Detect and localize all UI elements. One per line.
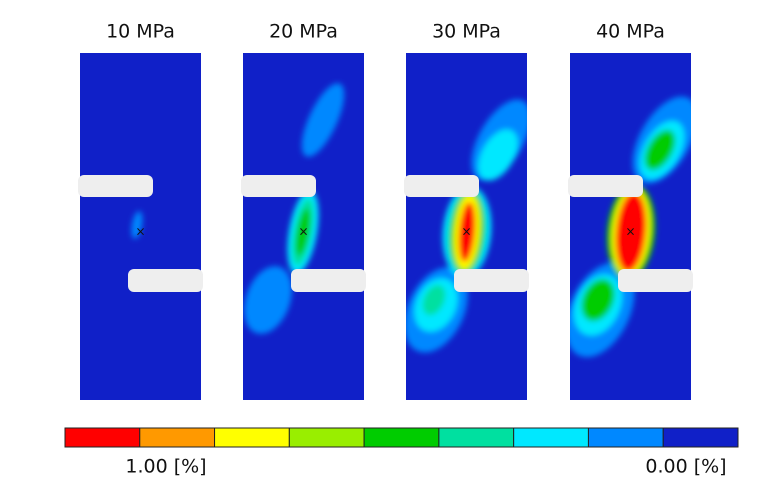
notch-bottom: [291, 269, 366, 292]
panel-title: 30 MPa: [432, 21, 501, 43]
strain-field: [131, 211, 143, 239]
colorbar-right-label: 0.00 [%]: [645, 456, 726, 478]
strain-field: [406, 99, 527, 353]
notch-top: [404, 175, 479, 197]
notch-bottom: [128, 269, 203, 292]
colorbar-segment: [139, 427, 216, 448]
colorbar-segment: [363, 427, 440, 448]
specimen-panel: 40 MPa ×: [568, 21, 693, 400]
colorbar-segment: [587, 427, 664, 448]
strain-blob: [458, 202, 476, 262]
specimen-panel: 10 MPa ×: [78, 21, 203, 400]
notch-top: [568, 175, 643, 197]
center-mark: ×: [461, 225, 471, 239]
strain-field: [570, 96, 691, 358]
notch-bottom: [454, 269, 529, 292]
specimen-panel: 20 MPa ×: [241, 21, 366, 400]
colorbar-segment: [288, 427, 365, 448]
strain-blob: [644, 130, 676, 170]
notch-bottom: [618, 269, 693, 292]
strain-blob: [478, 129, 518, 181]
colorbar-segment: [438, 427, 515, 448]
panel-title: 10 MPa: [106, 21, 175, 43]
notch-top: [241, 175, 316, 197]
strain-blob: [131, 211, 143, 239]
center-mark: ×: [298, 225, 308, 239]
strain-blob: [301, 83, 345, 157]
panel-title: 20 MPa: [269, 21, 338, 43]
colorbar-segment: [214, 427, 290, 448]
strain-blob: [295, 208, 311, 256]
colorbar-left-label: 1.00 [%]: [125, 456, 206, 478]
panel-title: 40 MPa: [596, 21, 665, 43]
strain-field: [244, 83, 345, 334]
colorbar-segment: [662, 427, 739, 448]
specimen-panel: 30 MPa ×: [404, 21, 529, 400]
colorbar-segment: [64, 427, 141, 448]
center-mark: ×: [135, 225, 145, 239]
strain-blob: [244, 266, 292, 334]
strain-blob: [422, 284, 446, 316]
notch-top: [78, 175, 153, 197]
colorbar-segment: [513, 427, 589, 448]
strain-blob: [581, 279, 615, 321]
strain-blob: [615, 192, 647, 272]
center-mark: ×: [625, 225, 635, 239]
